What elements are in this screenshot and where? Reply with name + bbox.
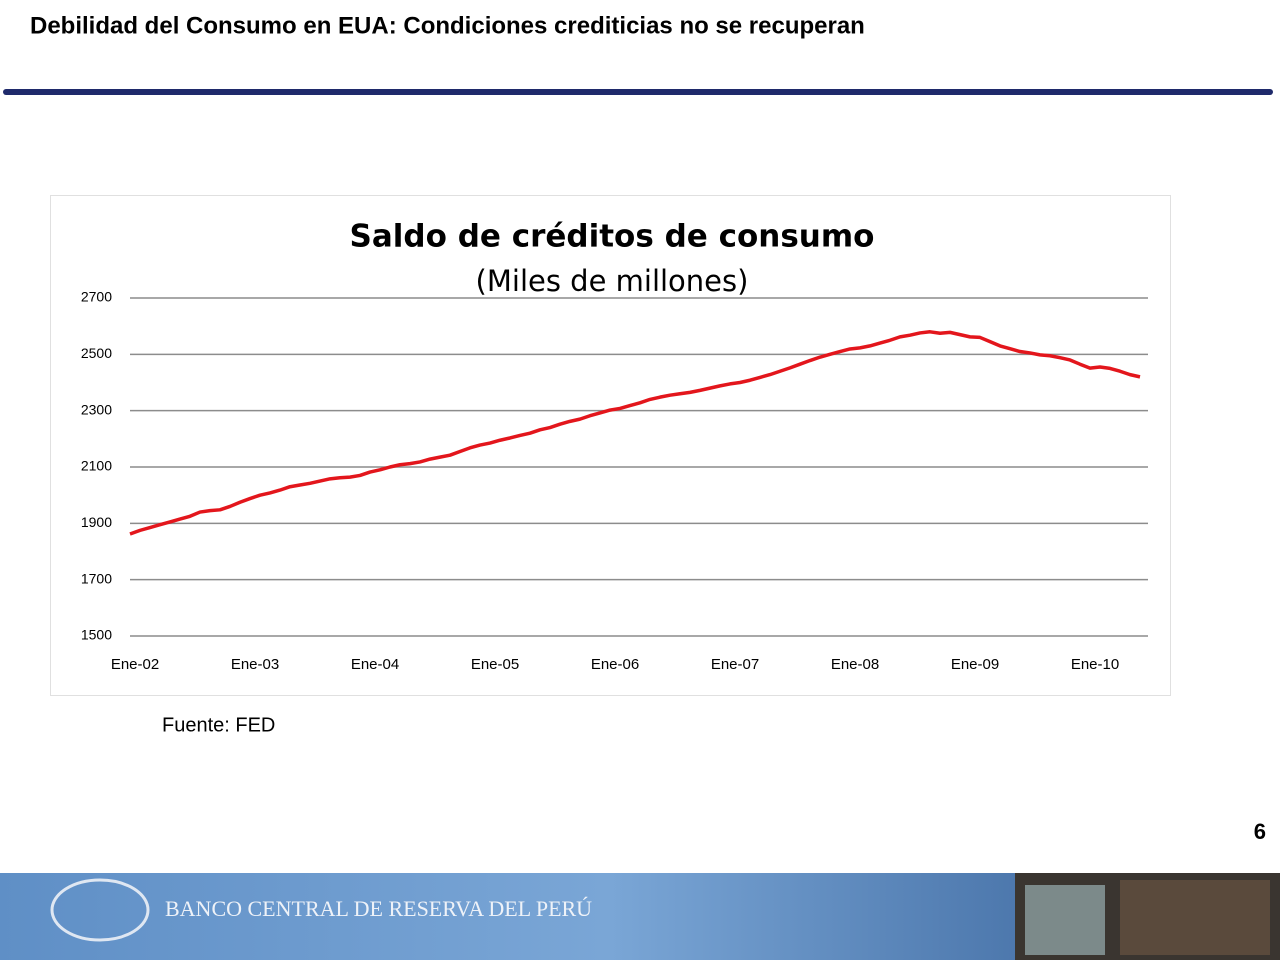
x-tick-label: Ene-03 [231, 656, 279, 673]
y-tick-label: 2300 [81, 401, 112, 417]
footer-band [0, 873, 1015, 960]
y-tick-label: 2100 [81, 458, 112, 474]
chart-subtitle: (Miles de millones) [476, 264, 749, 298]
x-tick-label: Ene-10 [1071, 656, 1119, 673]
y-tick-label: 1900 [81, 514, 112, 530]
footer-photo-detail [1025, 885, 1105, 955]
x-tick-label: Ene-08 [831, 656, 879, 673]
plot-area: 1500 1700 1900 2100 2300 2500 2700 Ene-02 Ene-03… [81, 289, 1148, 673]
y-tick-label: 2500 [81, 345, 112, 361]
y-tick-label: 2700 [81, 289, 112, 305]
y-tick-label: 1500 [81, 627, 112, 643]
chart-frame [50, 195, 1171, 696]
x-tick-label: Ene-07 [711, 656, 759, 673]
bank-logo [50, 878, 150, 942]
x-tick-label: Ene-09 [951, 656, 999, 673]
data-line [129, 330, 1141, 536]
footer-photo-detail [1120, 880, 1270, 955]
source-note: Fuente: FED [162, 714, 275, 736]
x-tick-label: Ene-05 [471, 656, 519, 673]
x-tick-label: Ene-04 [351, 656, 399, 673]
y-tick-label: 1700 [81, 570, 112, 586]
chart-title: Saldo de créditos de consumo [350, 219, 875, 255]
x-tick-label: Ene-06 [591, 656, 639, 673]
x-tick-label: Ene-02 [111, 656, 159, 673]
bank-name: BANCO CENTRAL DE RESERVA DEL PERÚ [165, 896, 592, 921]
slide-title: Debilidad del Consumo en EUA: Condicione… [30, 12, 865, 39]
page-number: 6 [1254, 819, 1266, 844]
header-rule [3, 89, 1273, 95]
